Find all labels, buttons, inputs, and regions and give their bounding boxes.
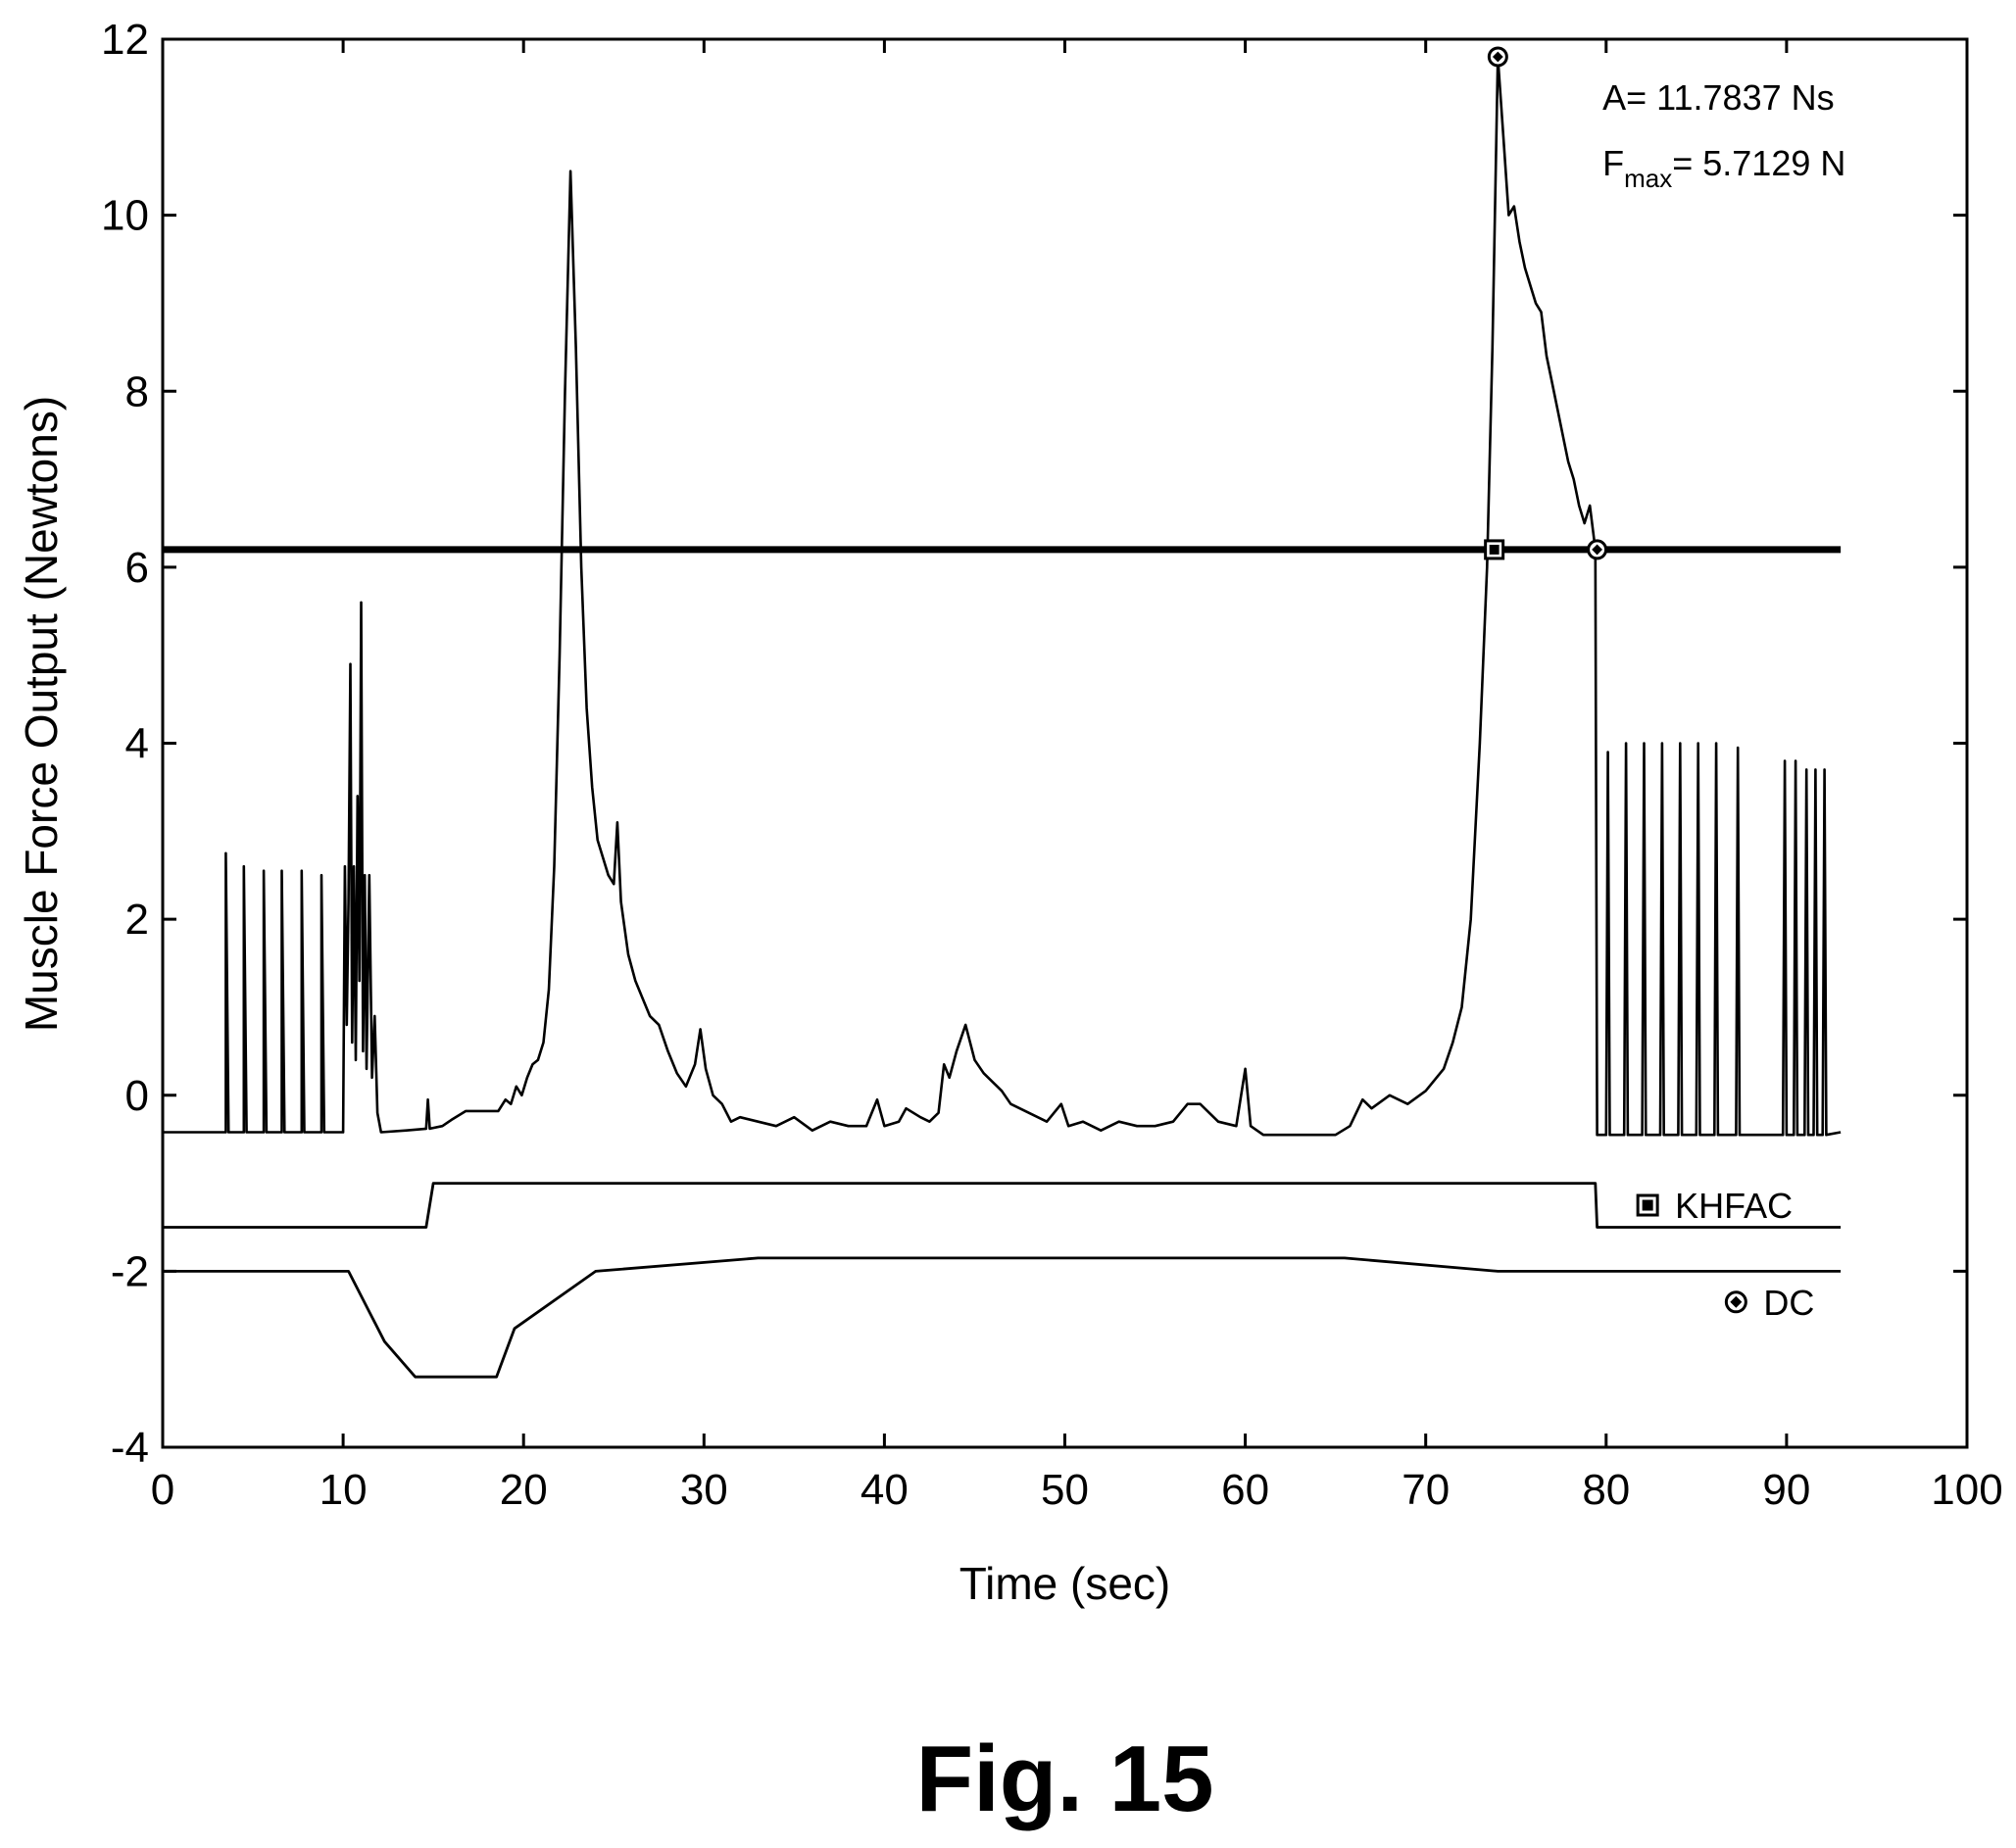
fmax-value: = 5.7129 N [1672,143,1845,183]
fmax-symbol: F [1602,143,1624,183]
marker-core [1492,51,1503,63]
x-tick-label: 0 [151,1466,174,1514]
figure-caption: Fig. 15 [915,1726,1213,1831]
area-annotation-prefix: A= [1602,77,1656,118]
marker-group [1484,46,1608,560]
y-axis-label: Muscle Force Output (Newtons) [16,396,67,1032]
legend: KHFAC DC [1636,1186,1814,1323]
dc-marker [1487,46,1508,68]
dc-marker [1587,539,1608,560]
series-khfac-line [163,1182,1842,1229]
marker-core [1730,1295,1743,1308]
y-tick-label: 12 [101,16,149,64]
x-tick-label: 100 [1931,1466,2002,1514]
x-tick-label: 20 [500,1466,548,1514]
x-tick-label: 60 [1221,1466,1269,1514]
x-tick-label: 10 [320,1466,368,1514]
legend-khfac-symbol [1636,1193,1659,1217]
marker-core [1592,544,1602,556]
y-tick-label: 4 [125,720,149,768]
y-tick-label: 0 [125,1072,149,1120]
legend-dc-symbol [1724,1290,1747,1314]
plot-frame [161,37,1969,1449]
y-tick-label: 10 [101,192,149,240]
marker-fill [1489,544,1500,555]
fmax-annotation: Fmax= 5.7129 N [1602,143,1845,193]
series-force-line [163,55,1842,1137]
khfac-marker [1484,539,1505,560]
y-tick-label: 8 [125,367,149,415]
axis-ticks: 0 10 20 30 40 50 60 70 80 90 100 -4 -2 0 2 4 6 8 10 12 [101,16,2003,1514]
legend-label-khfac: KHFAC [1675,1186,1793,1226]
x-tick-label: 30 [680,1466,728,1514]
y-tick-label: 6 [125,544,149,592]
x-tick-label: 50 [1041,1466,1089,1514]
x-tick-label: 90 [1762,1466,1810,1514]
y-tick-label: -2 [111,1247,149,1295]
area-annotation-value: 11.7837 Ns [1656,77,1834,118]
x-tick-label: 80 [1582,1466,1630,1514]
fmax-subscript: max [1624,164,1672,193]
marker-fill [1642,1199,1653,1211]
x-tick-label: 70 [1401,1466,1450,1514]
x-axis-label: Time (sec) [959,1558,1171,1609]
x-tick-label: 40 [860,1466,909,1514]
y-tick-label: 2 [125,896,149,944]
area-annotation: A= 11.7837 Ns [1602,77,1835,118]
series-dc-line [163,1256,1842,1379]
y-tick-label: -4 [111,1424,149,1472]
legend-label-dc: DC [1763,1283,1814,1323]
series-group [163,55,1842,1379]
